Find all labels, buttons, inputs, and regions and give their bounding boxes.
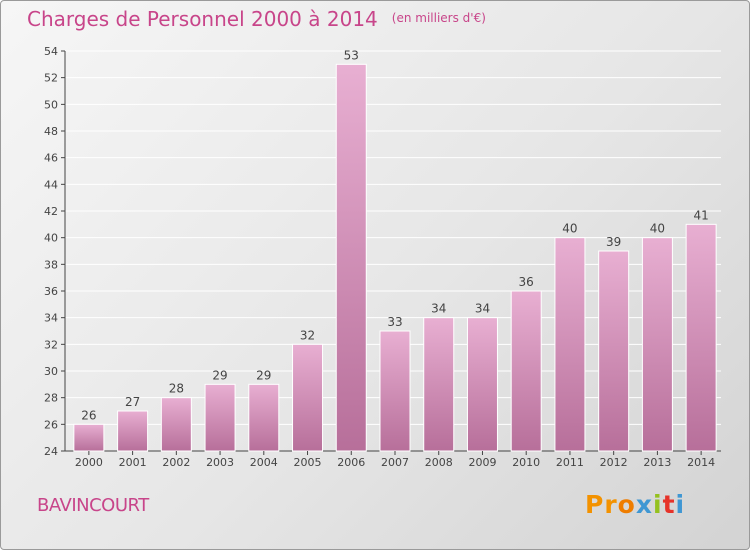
bar-value-label: 27 — [125, 395, 140, 409]
x-tick-label: 2011 — [556, 456, 584, 469]
bar — [510, 290, 542, 452]
commune-name: BAVINCOURT — [37, 495, 149, 516]
y-tick-label: 30 — [44, 365, 58, 378]
y-tick-label: 26 — [44, 418, 58, 431]
y-tick-label: 28 — [44, 392, 58, 405]
bar — [554, 237, 586, 452]
y-tick-label: 52 — [44, 72, 58, 85]
logo-letter: i — [675, 490, 686, 519]
bar-value-label: 39 — [606, 235, 621, 249]
bar — [335, 63, 367, 452]
y-tick-label: 50 — [44, 98, 58, 111]
bar — [160, 397, 192, 452]
logo-letter: x — [635, 490, 653, 519]
y-tick-label: 34 — [44, 312, 58, 325]
bar-value-label: 53 — [344, 48, 359, 62]
bar — [641, 237, 673, 452]
bar — [292, 343, 324, 452]
bar — [117, 410, 149, 452]
logo-letter: r — [604, 490, 618, 519]
bar-value-label: 34 — [475, 302, 490, 316]
bar — [685, 223, 717, 452]
bar-value-label: 33 — [387, 315, 402, 329]
x-tick-label: 2001 — [119, 456, 147, 469]
x-tick-label: 2004 — [250, 456, 278, 469]
bar — [423, 317, 455, 452]
bar — [379, 330, 411, 452]
chart-title: Charges de Personnel 2000 à 2014 (en mill… — [27, 7, 486, 31]
bar-value-label: 40 — [562, 222, 577, 236]
bar-value-label: 29 — [212, 368, 227, 382]
bar — [248, 383, 280, 452]
proxiti-logo[interactable]: Proxiti — [585, 490, 685, 519]
y-tick-label: 24 — [44, 445, 58, 458]
bar — [73, 423, 105, 452]
bar-value-label: 40 — [650, 222, 665, 236]
chart-title-text: Charges de Personnel 2000 à 2014 — [27, 7, 378, 31]
y-tick-label: 32 — [44, 338, 58, 351]
x-tick-label: 2009 — [468, 456, 496, 469]
x-tick-label: 2010 — [512, 456, 540, 469]
x-tick-label: 2012 — [600, 456, 628, 469]
x-tick-label: 2005 — [294, 456, 322, 469]
y-tick-label: 46 — [44, 152, 58, 165]
x-tick-label: 2008 — [425, 456, 453, 469]
logo-letter: o — [617, 490, 636, 519]
logo-letter: i — [653, 490, 663, 519]
y-tick-label: 44 — [44, 178, 58, 191]
x-tick-label: 2007 — [381, 456, 409, 469]
x-tick-label: 2014 — [687, 456, 715, 469]
bar-value-label: 34 — [431, 302, 446, 316]
y-tick-label: 48 — [44, 125, 58, 138]
logo-letter: t — [662, 490, 676, 519]
chart-unit: (en milliers d'€) — [391, 11, 486, 25]
y-tick-label: 54 — [44, 45, 58, 58]
x-tick-label: 2003 — [206, 456, 234, 469]
y-tick-label: 38 — [44, 258, 58, 271]
bar-value-label: 29 — [256, 368, 271, 382]
bar-value-label: 41 — [693, 208, 708, 222]
bar-value-label: 28 — [169, 382, 184, 396]
bar — [598, 250, 630, 452]
y-tick-label: 36 — [44, 285, 58, 298]
bar-value-label: 36 — [519, 275, 534, 289]
x-tick-label: 2013 — [643, 456, 671, 469]
y-tick-label: 42 — [44, 205, 58, 218]
x-tick-label: 2000 — [75, 456, 103, 469]
y-tick-label: 40 — [44, 232, 58, 245]
bar-value-label: 32 — [300, 328, 315, 342]
logo-letter: P — [585, 490, 605, 519]
bar — [466, 317, 498, 452]
bar — [204, 383, 236, 452]
x-tick-label: 2002 — [162, 456, 190, 469]
bar-value-label: 26 — [81, 408, 96, 422]
x-tick-label: 2006 — [337, 456, 365, 469]
